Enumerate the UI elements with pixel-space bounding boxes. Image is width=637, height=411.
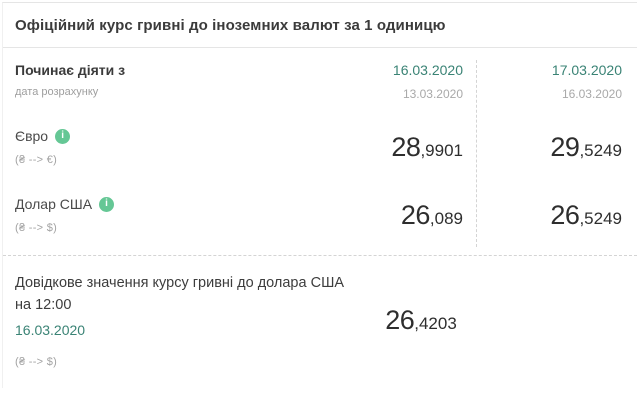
usd-label-cell: Долар США i (₴ --> $) [3,196,310,234]
info-icon[interactable]: i [99,196,115,212]
reference-pair: (₴ --> $) [15,356,58,368]
reference-title: Довідкове значення курсу гривні до долар… [15,275,345,313]
reference-section: Довідкове значення курсу гривні до долар… [3,256,637,388]
rate-frac: ,9901 [420,140,463,160]
currency-name-euro-text: Євро [15,128,49,144]
euro-label-cell: Євро i (₴ --> €) [3,128,310,166]
rate-frac: ,5249 [579,208,622,228]
page-title: Офіційний курс гривні до іноземних валют… [15,17,446,34]
rate-int: 26 [550,199,580,230]
rate-int: 26 [400,199,431,230]
rate-int: 26 [385,304,415,335]
currency-name-usd-text: Долар США [15,196,93,212]
table-header-row: Починає діяти з дата розрахунку 16.03.20… [3,48,637,113]
effective-date-col2: 17.03.2020 [551,62,622,78]
table-row-usd: Долар США i (₴ --> $) 26,089 26,5249 [3,181,637,249]
rate-int: 28 [391,131,421,162]
currency-name-euro: Євро i [15,128,310,144]
rate-frac: ,4203 [414,313,457,333]
rate-usd-col1-cell: 26,089 [310,200,475,231]
currency-name-usd: Долар США i [15,196,310,212]
rate-euro-col2-cell: 29,5249 [475,132,637,163]
calculation-date-col1: 13.03.2020 [402,87,463,101]
info-icon[interactable]: i [55,128,71,144]
section-divider-dashed [3,255,637,256]
currency-pair-euro: (₴ --> €) [15,154,58,166]
rate-euro-col2: 29,5249 [550,132,622,162]
reference-date: 16.03.2020 [15,322,86,338]
effective-date-label: Починає діяти з [15,62,126,78]
exchange-rates-card: Офіційний курс гривні до іноземних валют… [2,2,637,388]
header-date-col1: 16.03.2020 13.03.2020 [310,62,475,101]
rate-usd-col2: 26,5249 [550,200,622,230]
rates-table: Починає діяти з дата розрахунку 16.03.20… [3,48,637,249]
rate-usd-col2-cell: 26,5249 [475,200,637,231]
reference-label-cell: Довідкове значення курсу гривні до долар… [15,272,345,368]
rate-int: 29 [550,131,580,162]
rate-frac: ,089 [429,208,463,228]
rate-euro-col1-cell: 28,9901 [310,132,475,163]
header-date-col2: 17.03.2020 16.03.2020 [475,62,637,101]
header-label-cell: Починає діяти з дата розрахунку [3,62,310,101]
currency-pair-usd: (₴ --> $) [15,222,58,234]
rate-usd-col1: 26,089 [401,200,463,230]
calculation-date-col2: 16.03.2020 [561,87,622,101]
rate-frac: ,5249 [579,140,622,160]
table-row-euro: Євро i (₴ --> €) 28,9901 29,5249 [3,113,637,181]
reference-rate-cell: 26,4203 [345,272,637,368]
rate-euro-col1: 28,9901 [391,132,463,162]
reference-rate: 26,4203 [385,305,457,336]
effective-date-col1: 16.03.2020 [392,62,463,78]
column-divider-dashed [476,60,477,247]
calculation-date-label: дата розрахунку [15,86,99,98]
card-header: Офіційний курс гривні до іноземних валют… [3,3,637,48]
